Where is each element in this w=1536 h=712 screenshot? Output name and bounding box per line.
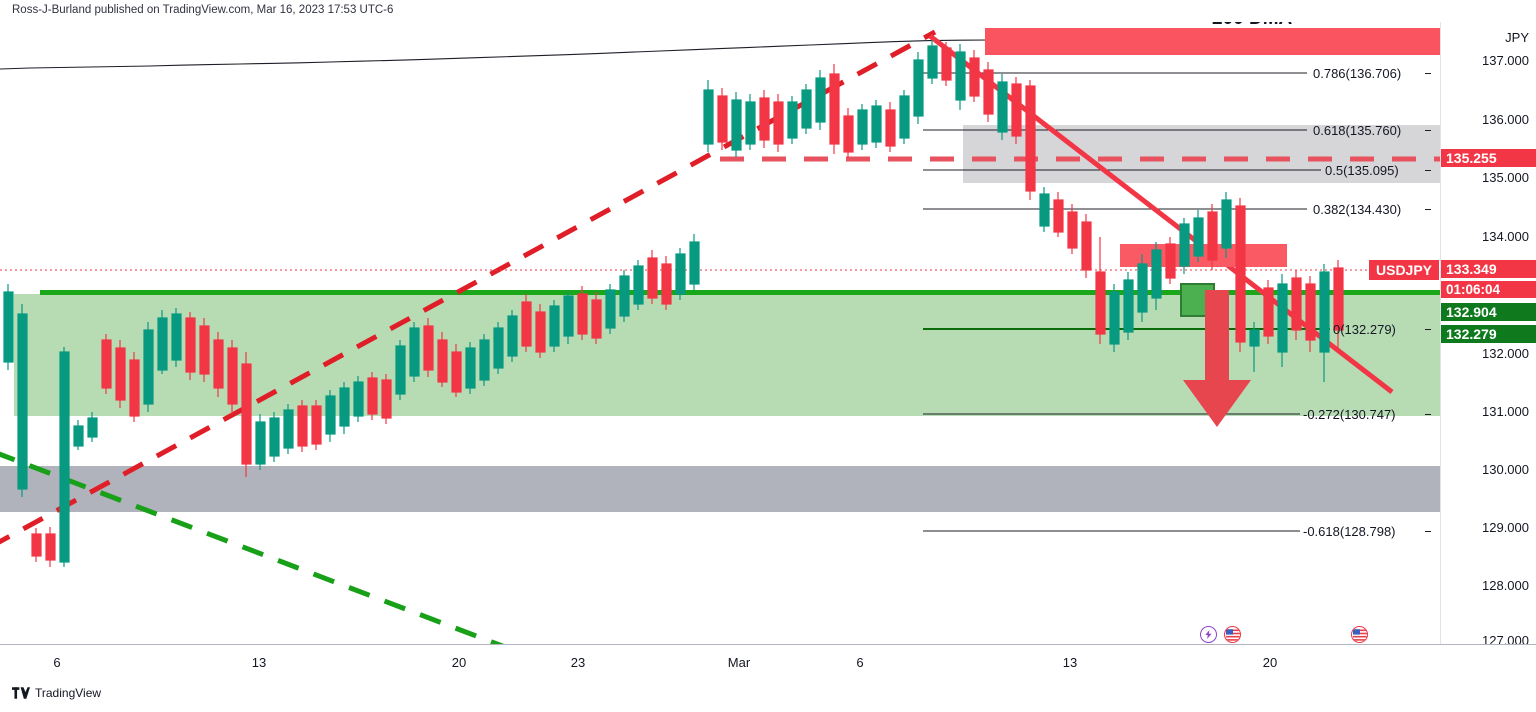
tradingview-brand-label: TradingView bbox=[35, 686, 102, 700]
price-tick-129: 129.000 bbox=[1482, 520, 1529, 535]
resistance-price-badge[interactable]: 135.255 bbox=[1441, 149, 1536, 167]
price-tick-134: 134.000 bbox=[1482, 229, 1529, 244]
publication-credit: Ross-J-Burland published on TradingView.… bbox=[12, 4, 394, 16]
event-icon-us-flag-2[interactable] bbox=[1351, 626, 1368, 643]
time-tick-4: Mar bbox=[727, 655, 751, 670]
time-tick-2: 20 bbox=[451, 655, 467, 670]
us-flag-icon bbox=[1225, 627, 1240, 642]
price-axis[interactable]: JPY 137.000 136.000 135.000 134.000 132.… bbox=[1440, 22, 1536, 648]
event-icon-us-flag-1[interactable] bbox=[1224, 626, 1241, 643]
time-tick-3: 23 bbox=[570, 655, 586, 670]
fib-label-05: 0.5(135.095) bbox=[1325, 163, 1399, 178]
price-tick-137: 137.000 bbox=[1482, 53, 1529, 68]
price-tick-136: 136.000 bbox=[1482, 112, 1529, 127]
us-flag-icon bbox=[1352, 627, 1367, 642]
tradingview-logo-icon bbox=[12, 687, 30, 699]
ask-price-badge[interactable]: 132.279 bbox=[1441, 325, 1536, 343]
time-axis[interactable]: 6 13 20 23 Mar 6 13 20 bbox=[0, 644, 1536, 685]
price-tick-128: 128.000 bbox=[1482, 578, 1529, 593]
lightning-bolt-icon bbox=[1205, 630, 1212, 639]
symbol-price-tag[interactable]: USDJPY bbox=[1369, 260, 1440, 280]
trendline-descending-green-dashed bbox=[0, 451, 505, 644]
chart-canvas bbox=[0, 28, 1440, 644]
fib-tick-0382 bbox=[1425, 209, 1431, 210]
fib-tick-0 bbox=[1425, 329, 1431, 330]
fib-label-0: 0(132.279) bbox=[1333, 322, 1396, 337]
time-tick-1: 13 bbox=[251, 655, 267, 670]
trendline-ascending-dashed bbox=[0, 29, 937, 545]
candlestick-series bbox=[3, 40, 1344, 567]
time-tick-5: 6 bbox=[856, 655, 864, 670]
time-tick-7: 20 bbox=[1262, 655, 1278, 670]
fib-tick-05 bbox=[1425, 170, 1431, 171]
zone-lower-grey bbox=[0, 466, 1440, 512]
fib-label-0786: 0.786(136.706) bbox=[1313, 66, 1402, 81]
fib-label-neg0618: -0.618(128.798) bbox=[1303, 524, 1396, 539]
fib-tick-0618 bbox=[1425, 130, 1431, 131]
dma-200-annotation-label: 200 DMA bbox=[1212, 22, 1292, 30]
fib-tick-neg0272 bbox=[1425, 414, 1431, 415]
price-tick-131: 131.000 bbox=[1482, 404, 1529, 419]
box-red-top bbox=[985, 28, 1440, 55]
down-arrow-annotation bbox=[1183, 290, 1251, 427]
fib-tick-0786 bbox=[1425, 73, 1431, 74]
bar-countdown-badge: 01:06:04 bbox=[1441, 281, 1536, 298]
price-tick-130: 130.000 bbox=[1482, 462, 1529, 477]
fib-label-neg0272: -0.272(130.747) bbox=[1303, 407, 1396, 422]
zone-support-green-top-line bbox=[40, 290, 1440, 295]
price-tick-135: 135.000 bbox=[1482, 170, 1529, 185]
price-axis-unit: JPY bbox=[1505, 30, 1529, 45]
price-tick-132: 132.000 bbox=[1482, 346, 1529, 361]
last-price-badge[interactable]: 133.349 bbox=[1441, 260, 1536, 278]
fib-label-0618: 0.618(135.760) bbox=[1313, 123, 1402, 138]
time-tick-6: 13 bbox=[1062, 655, 1078, 670]
bid-price-badge[interactable]: 132.904 bbox=[1441, 303, 1536, 321]
fib-label-0382: 0.382(134.430) bbox=[1313, 202, 1402, 217]
fib-tick-neg0618 bbox=[1425, 531, 1431, 532]
chart-plot-area[interactable]: 200 DMA USDJPY 0.786(136.706) 0.618(135.… bbox=[0, 22, 1440, 644]
zone-resistance-grey bbox=[963, 125, 1440, 183]
event-icon-volatility[interactable] bbox=[1200, 626, 1217, 643]
time-tick-0: 6 bbox=[53, 655, 61, 670]
tradingview-footer: TradingView bbox=[12, 686, 101, 700]
